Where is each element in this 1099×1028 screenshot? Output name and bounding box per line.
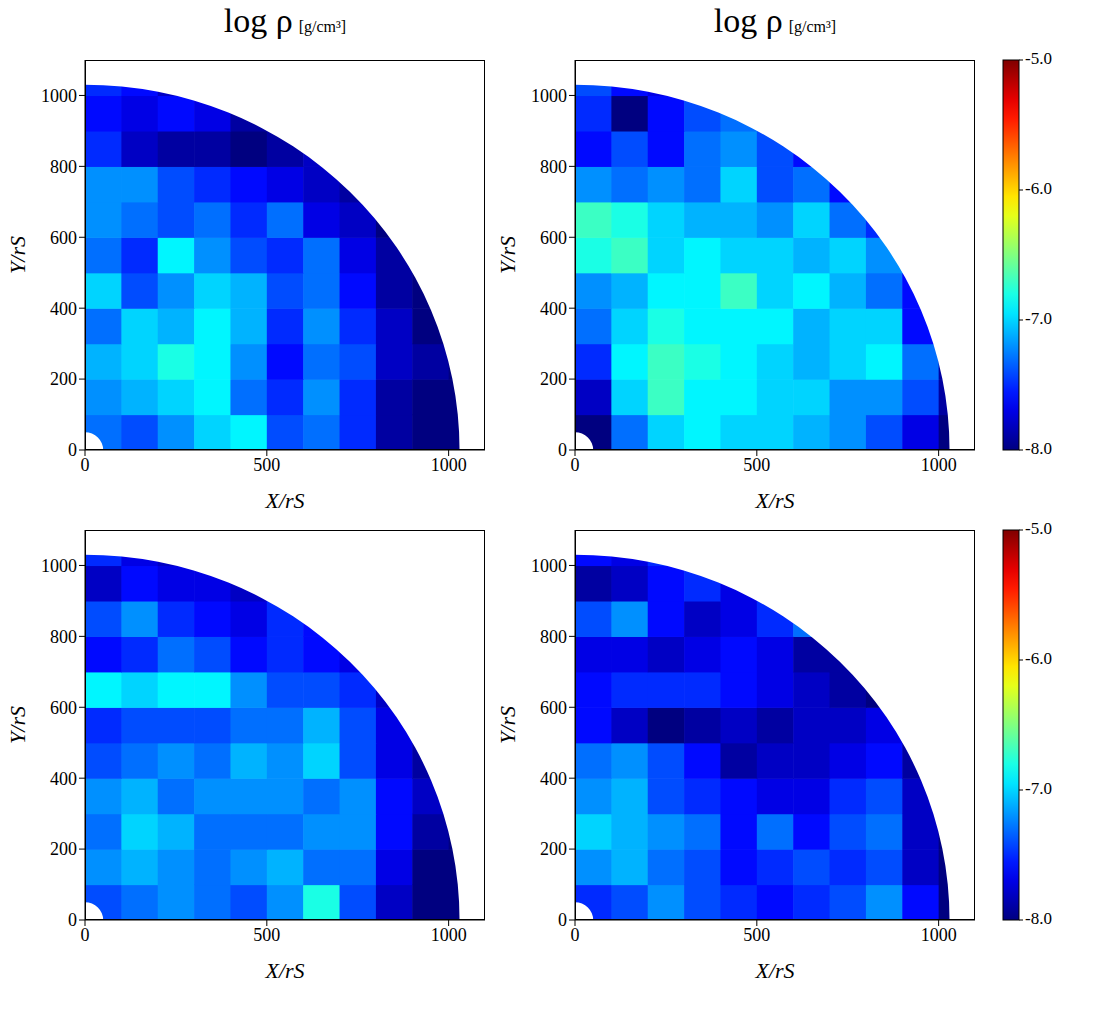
svg-text:0: 0: [68, 440, 77, 460]
svg-text:-7.0: -7.0: [1025, 309, 1052, 328]
svg-text:500: 500: [253, 925, 280, 945]
html-text:log ρ: log ρ: [713, 2, 783, 39]
svg-text:1000: 1000: [431, 925, 467, 945]
svg-text:X/rS: X/rS: [264, 958, 304, 983]
svg-text:500: 500: [743, 925, 770, 945]
svg-text:200: 200: [50, 839, 77, 859]
svg-text:-5.0: -5.0: [1025, 49, 1052, 68]
svg-text:600: 600: [540, 228, 567, 248]
svg-text:1000: 1000: [531, 556, 567, 576]
svg-text:1000: 1000: [41, 86, 77, 106]
html-text:[g/cm³]: [g/cm³]: [788, 18, 837, 35]
svg-text:500: 500: [253, 455, 280, 475]
svg-text:1000: 1000: [431, 455, 467, 475]
svg-text:600: 600: [540, 698, 567, 718]
svg-text:800: 800: [50, 157, 77, 177]
svg-text:1000: 1000: [531, 86, 567, 106]
svg-text:-8.0: -8.0: [1025, 909, 1052, 928]
svg-text:X/rS: X/rS: [754, 958, 794, 983]
svg-text:Y/rS: Y/rS: [5, 706, 30, 744]
svg-text:0: 0: [571, 925, 580, 945]
svg-text:800: 800: [50, 627, 77, 647]
svg-text:Y/rS: Y/rS: [495, 236, 520, 274]
svg-text:-8.0: -8.0: [1025, 439, 1052, 458]
svg-text:-5.0: -5.0: [1025, 519, 1052, 538]
html-text:[g/cm³]: [g/cm³]: [298, 18, 347, 35]
svg-text:400: 400: [540, 299, 567, 319]
svg-text:-7.0: -7.0: [1025, 779, 1052, 798]
svg-text:600: 600: [50, 228, 77, 248]
svg-text:400: 400: [540, 769, 567, 789]
svg-text:200: 200: [540, 839, 567, 859]
svg-text:X/rS: X/rS: [264, 488, 304, 513]
svg-text:1000: 1000: [921, 925, 957, 945]
svg-text:0: 0: [571, 455, 580, 475]
svg-text:500: 500: [743, 455, 770, 475]
svg-text:1000: 1000: [921, 455, 957, 475]
svg-text:800: 800: [540, 627, 567, 647]
svg-text:0: 0: [81, 455, 90, 475]
svg-text:400: 400: [50, 769, 77, 789]
svg-text:400: 400: [50, 299, 77, 319]
svg-text:600: 600: [50, 698, 77, 718]
svg-text:200: 200: [540, 369, 567, 389]
svg-text:-6.0: -6.0: [1025, 179, 1052, 198]
svg-text:0: 0: [81, 925, 90, 945]
html-text:log ρ: log ρ: [223, 2, 293, 39]
svg-text:200: 200: [50, 369, 77, 389]
svg-text:X/rS: X/rS: [754, 488, 794, 513]
svg-text:0: 0: [558, 440, 567, 460]
svg-text:-6.0: -6.0: [1025, 649, 1052, 668]
svg-text:1000: 1000: [41, 556, 77, 576]
svg-text:Y/rS: Y/rS: [5, 236, 30, 274]
svg-text:0: 0: [558, 910, 567, 930]
svg-text:800: 800: [540, 157, 567, 177]
svg-text:Y/rS: Y/rS: [495, 706, 520, 744]
svg-text:0: 0: [68, 910, 77, 930]
